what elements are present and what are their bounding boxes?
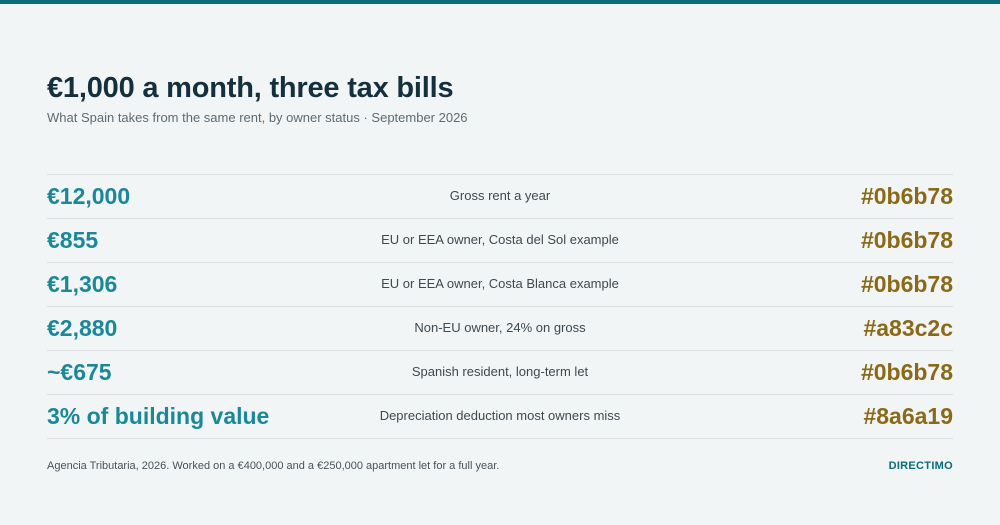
list-item: €855 EU or EEA owner, Costa del Sol exam… xyxy=(47,219,953,263)
brand-logo: DIRECTIMO xyxy=(888,460,953,472)
row-value: €2,880 xyxy=(47,315,118,341)
list-item: 3% of building value Depreciation deduct… xyxy=(47,395,953,439)
row-value: €1,306 xyxy=(47,271,118,297)
source-note: Agencia Tributaria, 2026. Worked on a €4… xyxy=(47,460,500,472)
row-hex-code: #a83c2c xyxy=(863,315,953,341)
list-item: €2,880 Non-EU owner, 24% on gross #a83c2… xyxy=(47,307,953,351)
top-accent-bar xyxy=(0,0,1000,4)
list-item: €12,000 Gross rent a year #0b6b78 xyxy=(47,175,953,219)
infographic-card: €1,000 a month, three tax bills What Spa… xyxy=(47,70,953,439)
page-subtitle: What Spain takes from the same rent, by … xyxy=(47,110,468,125)
footer: Agencia Tributaria, 2026. Worked on a €4… xyxy=(47,460,953,472)
row-hex-code: #0b6b78 xyxy=(860,359,953,385)
row-value: ~€675 xyxy=(47,359,112,385)
list-item: €1,306 EU or EEA owner, Costa Blanca exa… xyxy=(47,263,953,307)
tax-rows-list: €12,000 Gross rent a year #0b6b78 €855 E… xyxy=(47,174,953,439)
page-title: €1,000 a month, three tax bills xyxy=(47,72,454,104)
row-hex-code: #0b6b78 xyxy=(860,227,953,253)
list-item: ~€675 Spanish resident, long-term let #0… xyxy=(47,351,953,395)
row-hex-code: #0b6b78 xyxy=(860,183,953,209)
row-hex-code: #0b6b78 xyxy=(860,271,953,297)
row-value: €12,000 xyxy=(47,183,131,209)
row-value: €855 xyxy=(47,227,99,253)
row-value: 3% of building value xyxy=(47,403,270,429)
row-hex-code: #8a6a19 xyxy=(863,403,953,429)
